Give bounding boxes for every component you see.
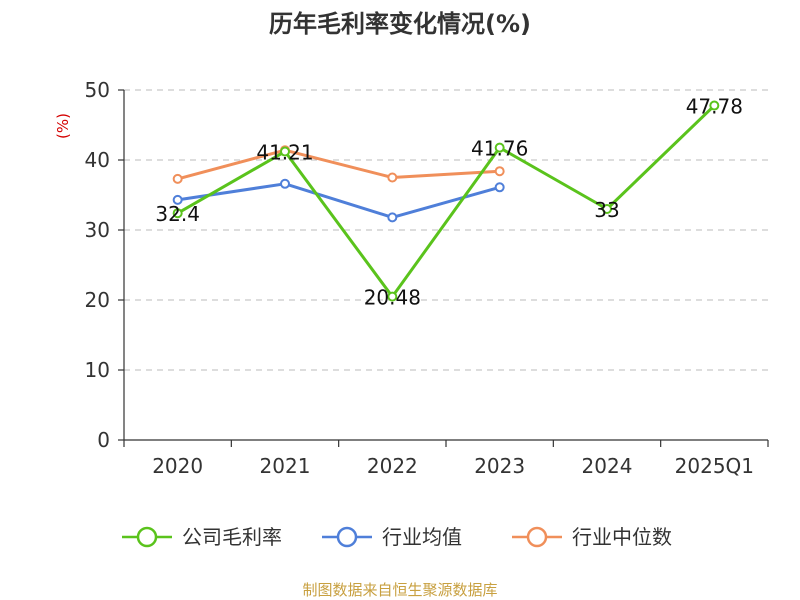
series-line — [176, 104, 716, 299]
series-2 — [172, 145, 505, 184]
series-line — [177, 148, 500, 181]
data-point[interactable] — [494, 166, 505, 177]
data-point[interactable] — [387, 291, 398, 302]
data-point[interactable] — [387, 172, 398, 183]
legend-marker-icon — [336, 526, 358, 548]
y-tick-label: 0 — [97, 428, 110, 452]
axes: 0 10 20 30 40 50 2020 2021 2022 2023 2024 2025Q1 — [85, 78, 769, 478]
data-point[interactable] — [172, 208, 183, 219]
data-point[interactable] — [387, 212, 398, 223]
y-axis-unit-label: (%) — [54, 113, 72, 139]
data-label: 41.21 — [256, 141, 313, 165]
y-tick-label: 20 — [85, 288, 110, 312]
data-point[interactable] — [709, 100, 720, 111]
data-point[interactable] — [280, 146, 290, 157]
data-point[interactable] — [602, 204, 612, 214]
legend-item[interactable]: 行业均值 — [322, 525, 462, 549]
legend-label: 公司毛利率 — [182, 525, 282, 549]
x-tick-label: 2020 — [152, 454, 203, 478]
legend[interactable]: 公司毛利率 行业均值 行业中位数 — [122, 525, 672, 549]
data-point[interactable] — [494, 142, 505, 153]
x-tick-label: 2021 — [260, 454, 311, 478]
series-line — [177, 182, 501, 219]
data-label: 41.76 — [471, 137, 528, 161]
data-point[interactable] — [494, 182, 505, 193]
legend-label: 行业中位数 — [572, 525, 672, 549]
legend-marker-icon — [136, 526, 158, 548]
data-label: 33 — [594, 198, 619, 222]
series-1 — [172, 178, 505, 223]
y-tick-label: 30 — [85, 218, 110, 242]
x-tick-label: 2024 — [582, 454, 633, 478]
series-lines — [172, 100, 720, 302]
source-note: 制图数据来自恒生聚源数据库 — [302, 581, 497, 599]
gridlines — [124, 89, 768, 371]
y-tick-label: 10 — [85, 358, 110, 382]
y-tick-label: 40 — [85, 148, 110, 172]
data-point[interactable] — [172, 173, 183, 184]
data-label: 20.48 — [364, 286, 421, 310]
legend-item[interactable]: 公司毛利率 — [122, 525, 282, 549]
legend-label: 行业均值 — [382, 525, 462, 549]
x-tick-label: 2025Q1 — [675, 454, 754, 478]
data-labels: 32.4 41.21 20.48 41.76 33 47.78 — [155, 95, 743, 310]
data-point[interactable] — [280, 178, 290, 189]
x-tick-label: 2022 — [367, 454, 418, 478]
data-label: 47.78 — [686, 95, 743, 119]
legend-item[interactable]: 行业中位数 — [512, 525, 672, 549]
series-0 — [172, 100, 720, 302]
x-tick-label: 2023 — [474, 454, 525, 478]
data-label: 32.4 — [155, 202, 200, 226]
chart-title: 历年毛利率变化情况(%) — [269, 10, 531, 38]
data-point[interactable] — [172, 194, 183, 205]
legend-marker-icon — [526, 526, 548, 548]
y-tick-label: 50 — [85, 78, 110, 102]
